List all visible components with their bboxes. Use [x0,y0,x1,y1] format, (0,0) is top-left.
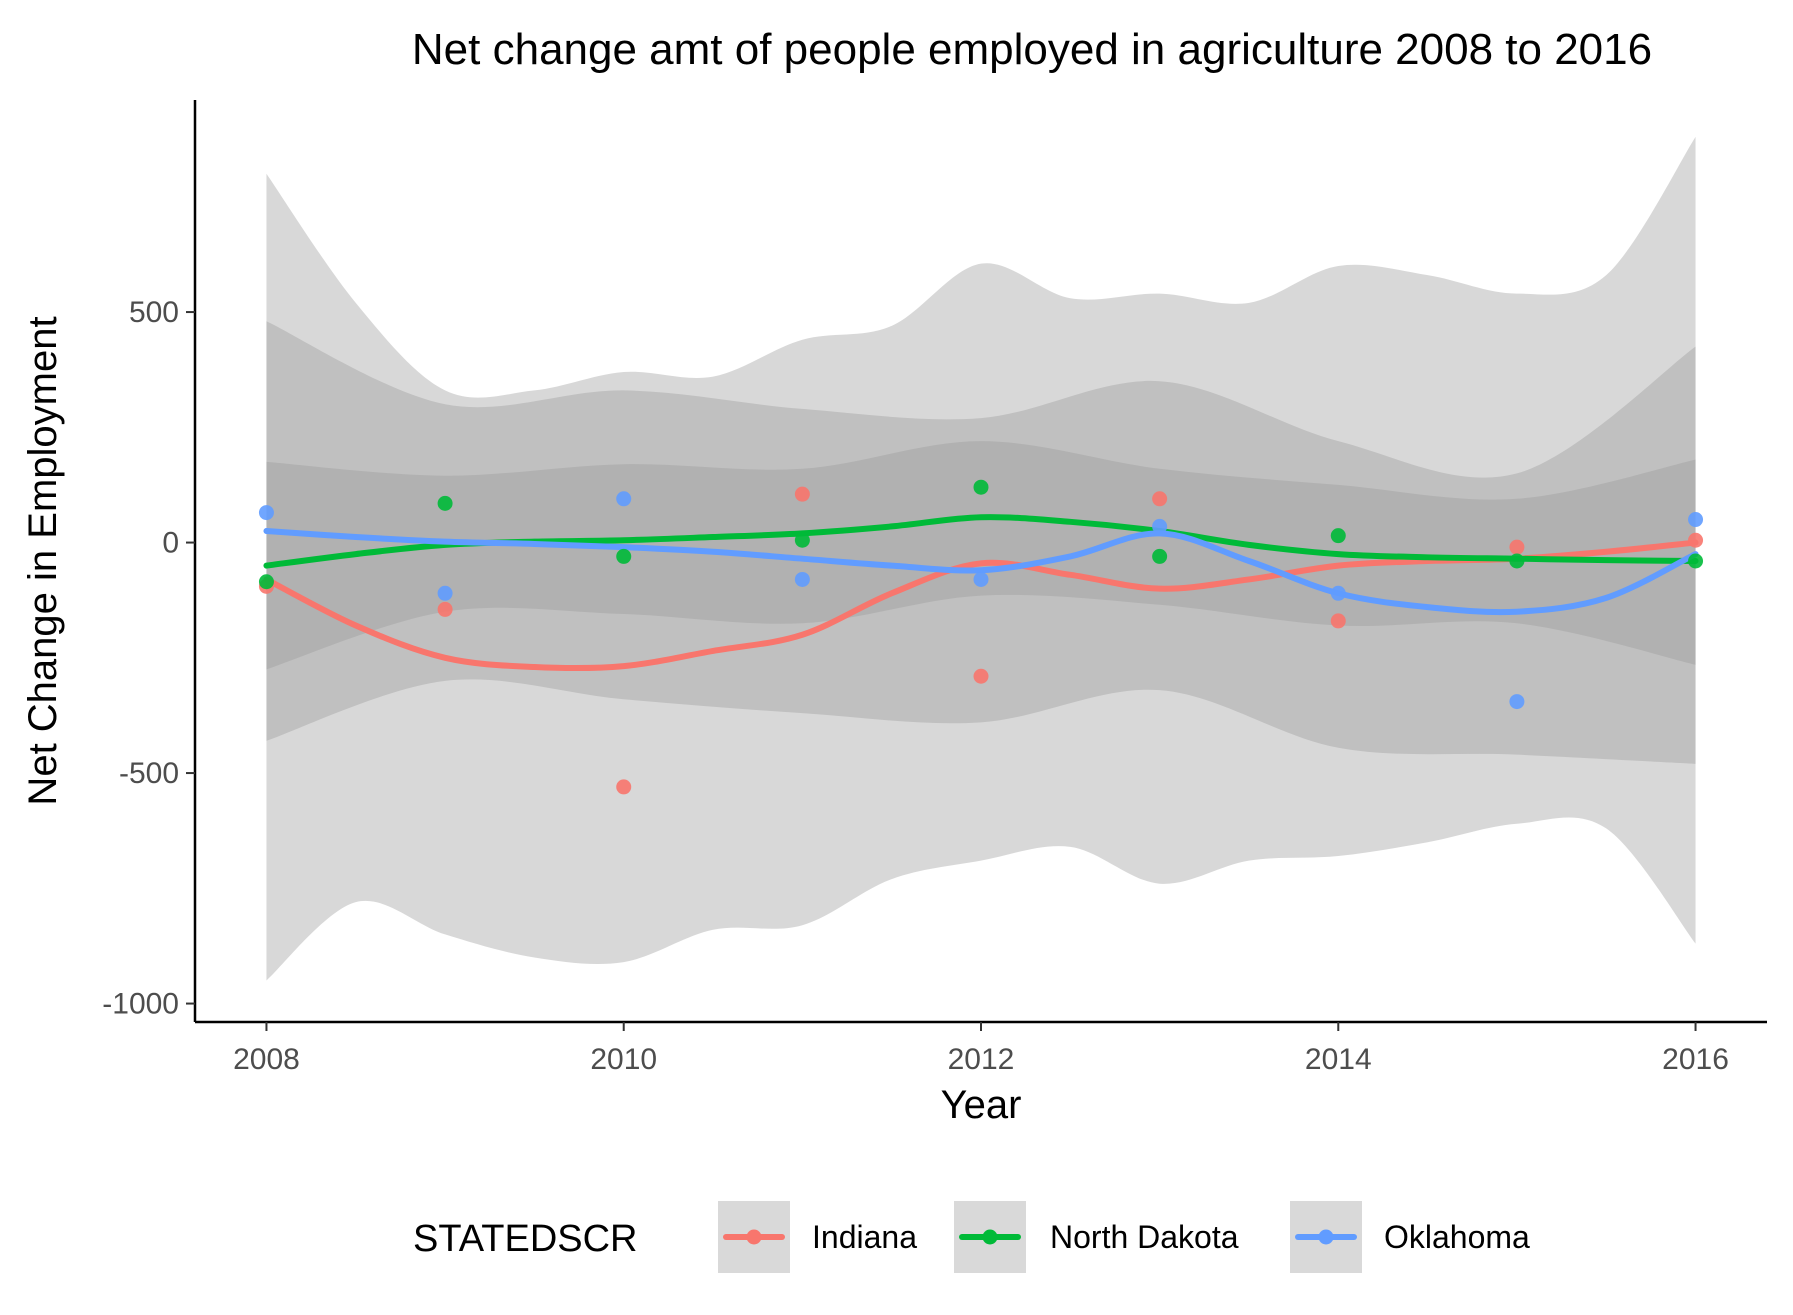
x-tick-label: 2010 [590,1043,657,1076]
data-point-oklahoma-2012 [973,571,989,587]
data-point-north-dakota-2016 [1688,553,1704,569]
data-point-north-dakota-2010 [616,548,632,564]
data-point-oklahoma-2013 [1152,518,1168,534]
ci-band-indiana [266,136,1696,981]
x-tick-label: 2012 [948,1043,1015,1076]
y-tick-label: 500 [129,296,179,329]
legend-key-point [1318,1229,1334,1245]
legend-items: Indiana North Dakota Oklahoma [718,1201,1530,1273]
legend-label: Indiana [812,1219,917,1255]
y-axis-title: Net Change in Employment [21,316,65,805]
data-point-indiana-2012 [973,668,989,684]
legend-label: North Dakota [1050,1219,1239,1255]
data-point-oklahoma-2015 [1509,694,1525,710]
trend-lines [263,514,1699,672]
legend-item-north-dakota: North Dakota [954,1201,1239,1273]
x-axis-title: Year [941,1083,1022,1127]
x-tick-label: 2008 [233,1043,300,1076]
data-point-north-dakota-2009 [437,495,453,511]
y-tick-label: 0 [162,527,179,560]
legend-title: STATEDSCR [413,1218,638,1260]
data-point-oklahoma-2011 [794,571,810,587]
legend-item-indiana: Indiana [718,1201,917,1273]
legend: STATEDSCR Indiana North Dakota Oklahoma [413,1201,1530,1273]
data-point-indiana-2009 [437,601,453,617]
data-point-indiana-2011 [794,486,810,502]
data-point-north-dakota-2012 [973,479,989,495]
y-axis-ticks: -1000 -500 0 500 [102,296,195,1021]
y-tick-label: -500 [119,757,179,790]
data-point-north-dakota-2008 [258,574,274,590]
data-point-north-dakota-2015 [1509,553,1525,569]
data-point-north-dakota-2011 [794,532,810,548]
data-point-oklahoma-2014 [1330,585,1346,601]
data-point-indiana-2015 [1509,539,1525,555]
data-points [258,479,1704,795]
legend-key-point [746,1229,762,1245]
legend-label: Oklahoma [1384,1219,1530,1255]
ci-band-north-dakota [266,321,1696,764]
x-axis-ticks: 2008 2010 2012 2014 2016 [233,1022,1729,1076]
data-point-indiana-2010 [616,779,632,795]
y-tick-label: -1000 [102,988,179,1021]
x-tick-label: 2016 [1662,1043,1729,1076]
data-point-indiana-2013 [1152,491,1168,507]
data-point-oklahoma-2010 [616,491,632,507]
data-point-north-dakota-2013 [1152,548,1168,564]
data-point-indiana-2016 [1688,532,1704,548]
chart-title: Net change amt of people employed in agr… [412,25,1652,74]
data-point-indiana-2014 [1330,613,1346,629]
data-point-oklahoma-2009 [437,585,453,601]
trend-line-oklahoma [263,528,1699,616]
x-tick-label: 2014 [1305,1043,1372,1076]
data-point-oklahoma-2008 [258,505,274,521]
data-point-oklahoma-2016 [1688,512,1704,528]
data-point-north-dakota-2014 [1330,528,1346,544]
plot-panel [258,136,1704,981]
legend-key-point [982,1229,998,1245]
legend-item-oklahoma: Oklahoma [1290,1201,1530,1273]
